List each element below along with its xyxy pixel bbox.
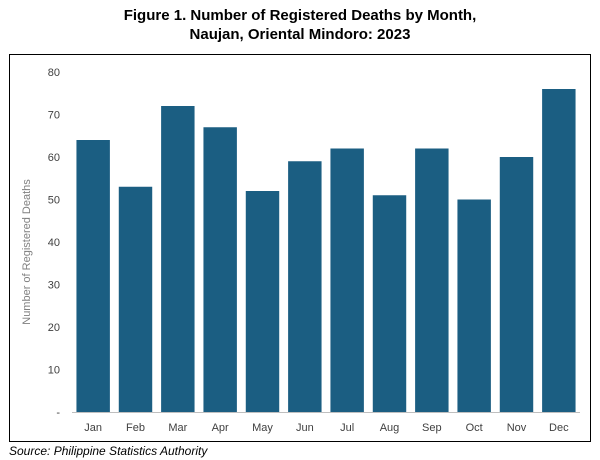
x-axis: Jan Feb Mar Apr May Jun Jul Aug Sep Oct Nov Dec: [72, 412, 580, 434]
y-tick-label: 70: [48, 110, 60, 122]
bar-may: [245, 191, 280, 412]
y-tick-label: 50: [48, 195, 60, 207]
bars: [76, 89, 576, 412]
chart-title-line-2: Naujan, Oriental Mindoro: 2023: [189, 26, 411, 43]
x-tick-label: Oct: [466, 422, 483, 434]
source-note: Source: Philippine Statistics Authority: [9, 444, 208, 458]
bar-jul: [330, 148, 364, 412]
chart-frame: - 10 20 30 40 50 60 70 80 Jan Feb Mar Apr May Jun Jul A…: [9, 54, 591, 442]
y-tick-label: 30: [48, 280, 60, 292]
bar-jun: [288, 161, 322, 412]
y-tick-label: 80: [48, 67, 60, 79]
x-tick-label: Dec: [549, 422, 569, 434]
y-tick-label: 40: [48, 237, 60, 249]
x-tick-label: Nov: [507, 422, 527, 434]
x-tick-label: Apr: [212, 422, 229, 434]
x-tick-label: Jul: [340, 422, 354, 434]
y-axis-title: Number of Registered Deaths: [21, 179, 33, 325]
x-tick-label: Jun: [296, 422, 314, 434]
bar-oct: [457, 199, 491, 412]
x-tick-label: Sep: [422, 422, 442, 434]
bar-chart: - 10 20 30 40 50 60 70 80 Jan Feb Mar Apr May Jun Jul A…: [21, 67, 580, 434]
x-tick-label: May: [252, 422, 273, 434]
x-tick-label: Feb: [126, 422, 145, 434]
bar-mar: [161, 106, 195, 412]
bar-jan: [76, 140, 110, 412]
bar-feb: [118, 186, 153, 412]
bar-apr: [203, 127, 237, 412]
bar-sep: [415, 148, 449, 412]
y-tick-label: 60: [48, 152, 60, 164]
x-tick-label: Jan: [84, 422, 102, 434]
chart-title: Figure 1. Number of Registered Deaths by…: [0, 6, 600, 44]
y-axis: - 10 20 30 40 50 60 70 80: [48, 67, 61, 419]
x-tick-label: Aug: [380, 422, 400, 434]
bar-dec: [542, 89, 576, 412]
y-tick-label: 10: [48, 365, 60, 377]
y-tick-label: -: [56, 407, 60, 419]
bar-aug: [372, 195, 407, 412]
bar-nov: [499, 157, 534, 412]
x-tick-label: Mar: [168, 422, 187, 434]
y-tick-label: 20: [48, 322, 60, 334]
chart-title-line-1: Figure 1. Number of Registered Deaths by…: [123, 7, 477, 24]
